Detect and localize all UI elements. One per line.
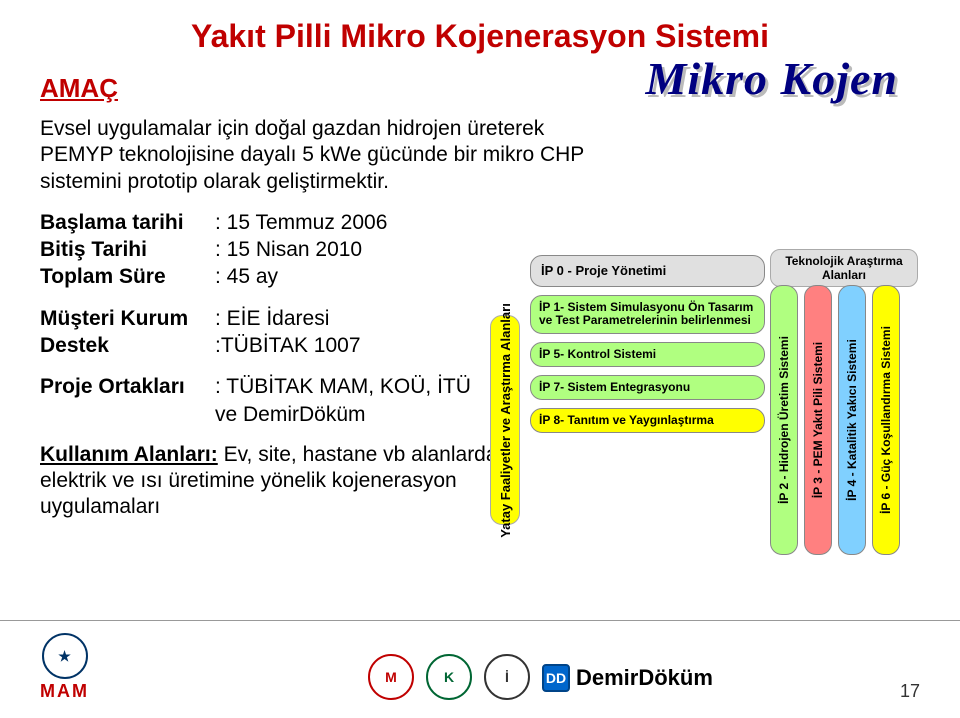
usage-block: Kullanım Alanları: Ev, site, hastane vb … (40, 442, 510, 521)
diagram-vcol-0: İP 2 - Hidrojen Üretim Sistemi (770, 285, 798, 555)
wordart-brand: Mikro Kojen (645, 52, 898, 105)
mam-text: MAM (40, 681, 89, 702)
diagram-vertical-cols: İP 2 - Hidrojen Üretim Sistemi İP 3 - PEM… (770, 285, 900, 555)
diagram-yatay-label: Yatay Faaliyetler ve Araştırma Alanları (490, 315, 520, 525)
value-sure: : 45 ay (215, 263, 278, 290)
diagram-vcol-1: İP 3 - PEM Yakıt Pili Sistemi (804, 285, 832, 555)
label-sure: Toplam Süre (40, 263, 215, 290)
diagram: Yatay Faaliyetler ve Araştırma Alanları … (490, 255, 920, 565)
value-baslama: : 15 Temmuz 2006 (215, 209, 387, 236)
itu-icon: İ (484, 654, 530, 700)
page-number: 17 (900, 681, 920, 702)
diagram-vcol-label-1: İP 3 - PEM Yakıt Pili Sistemi (811, 342, 825, 498)
kou-icon: K (426, 654, 472, 700)
footer: ★ MAM M K İ DD DemirDöküm 17 (0, 620, 960, 710)
value-destek: :TÜBİTAK 1007 (215, 332, 361, 359)
itu-logo: İ (484, 654, 530, 702)
project-details: Başlama tarihi: 15 Temmuz 2006 Bitiş Tar… (40, 209, 520, 428)
diagram-horizontal-stack: İP 0 - Proje Yönetimi İP 1- Sistem Simula… (530, 255, 765, 441)
demirdokum-icon: DD (542, 664, 570, 692)
diagram-hbox-2: İP 5- Kontrol Sistemi (530, 342, 765, 367)
demirdokum-logo: DD DemirDöküm (542, 664, 713, 692)
value-musteri: : EİE İdaresi (215, 305, 329, 332)
diagram-yatay-label-text: Yatay Faaliyetler ve Araştırma Alanları (498, 303, 513, 538)
value-ortak: : TÜBİTAK MAM, KOÜ, İTÜ ve DemirDöküm (215, 373, 475, 428)
label-ortak: Proje Ortakları (40, 373, 215, 400)
label-bitis: Bitiş Tarihi (40, 236, 215, 263)
value-bitis: : 15 Nisan 2010 (215, 236, 362, 263)
page-title: Yakıt Pilli Mikro Kojenerasyon Sistemi (40, 18, 920, 55)
diagram-vcol-label-2: İP 4 - Katalitik Yakıcı Sistemi (845, 339, 859, 501)
mam-logo: M (368, 654, 414, 702)
diagram-hbox-0: İP 0 - Proje Yönetimi (530, 255, 765, 287)
mam-icon: M (368, 654, 414, 700)
tubitak-logo: ★ MAM (40, 633, 89, 702)
kou-logo: K (426, 654, 472, 702)
label-destek: Destek (40, 332, 215, 359)
footer-logos-left: ★ MAM (40, 633, 89, 702)
footer-logos-mid: M K İ DD DemirDöküm (368, 654, 713, 702)
diagram-hbox-4: İP 8- Tanıtım ve Yaygınlaştırma (530, 408, 765, 433)
label-musteri: Müşteri Kurum (40, 305, 215, 332)
diagram-vcol-2: İP 4 - Katalitik Yakıcı Sistemi (838, 285, 866, 555)
demirdokum-text: DemirDöküm (576, 665, 713, 691)
diagram-hbox-3: İP 7- Sistem Entegrasyonu (530, 375, 765, 400)
diagram-vcol-3: İP 6 - Güç Koşullandırma Sistemi (872, 285, 900, 555)
tubitak-icon: ★ (42, 633, 88, 679)
diagram-vcol-label-3: İP 6 - Güç Koşullandırma Sistemi (879, 326, 893, 514)
diagram-hbox-1: İP 1- Sistem Simulasyonu Ön Tasarım ve T… (530, 295, 765, 333)
description-text: Evsel uygulamalar için doğal gazdan hidr… (40, 116, 620, 195)
usage-label: Kullanım Alanları: (40, 443, 218, 466)
diagram-vcol-label-0: İP 2 - Hidrojen Üretim Sistemi (777, 336, 791, 504)
diagram-tek-header: Teknolojik Araştırma Alanları (770, 249, 918, 287)
label-baslama: Başlama tarihi (40, 209, 215, 236)
